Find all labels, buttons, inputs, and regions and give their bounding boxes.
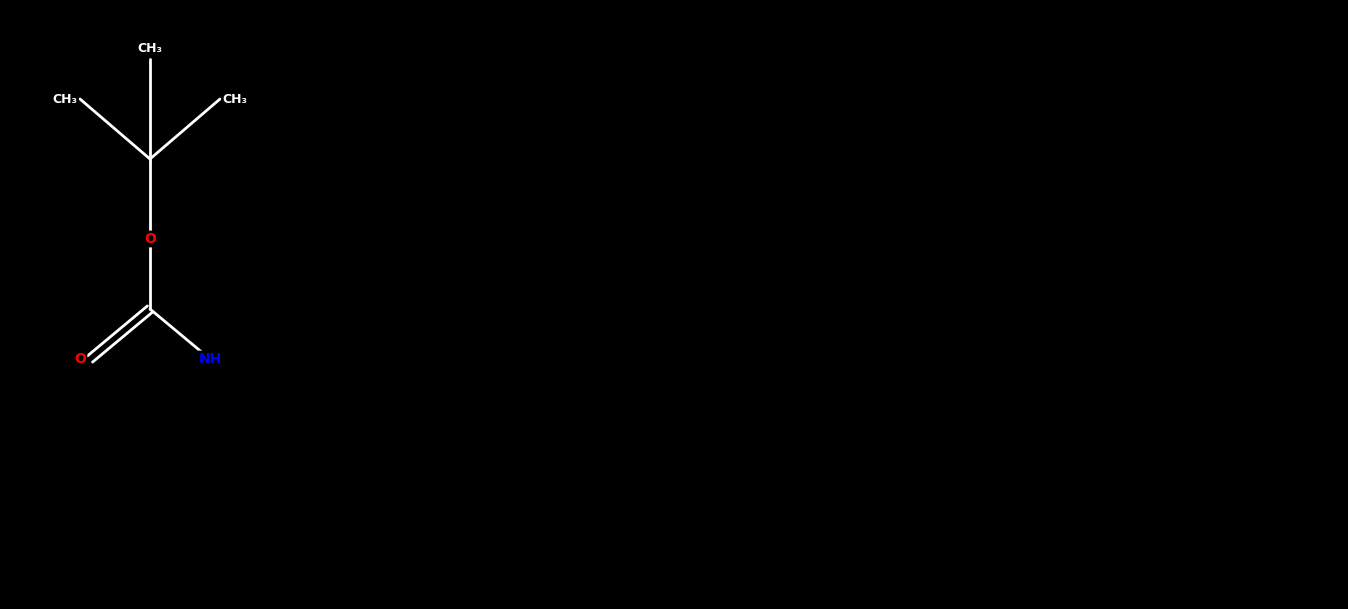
Text: CH₃: CH₃ bbox=[222, 93, 248, 105]
Text: O: O bbox=[144, 232, 156, 246]
Text: CH₃: CH₃ bbox=[137, 43, 163, 55]
Text: NH: NH bbox=[198, 352, 221, 366]
Text: CH₃: CH₃ bbox=[53, 93, 77, 105]
Text: O: O bbox=[74, 352, 86, 366]
